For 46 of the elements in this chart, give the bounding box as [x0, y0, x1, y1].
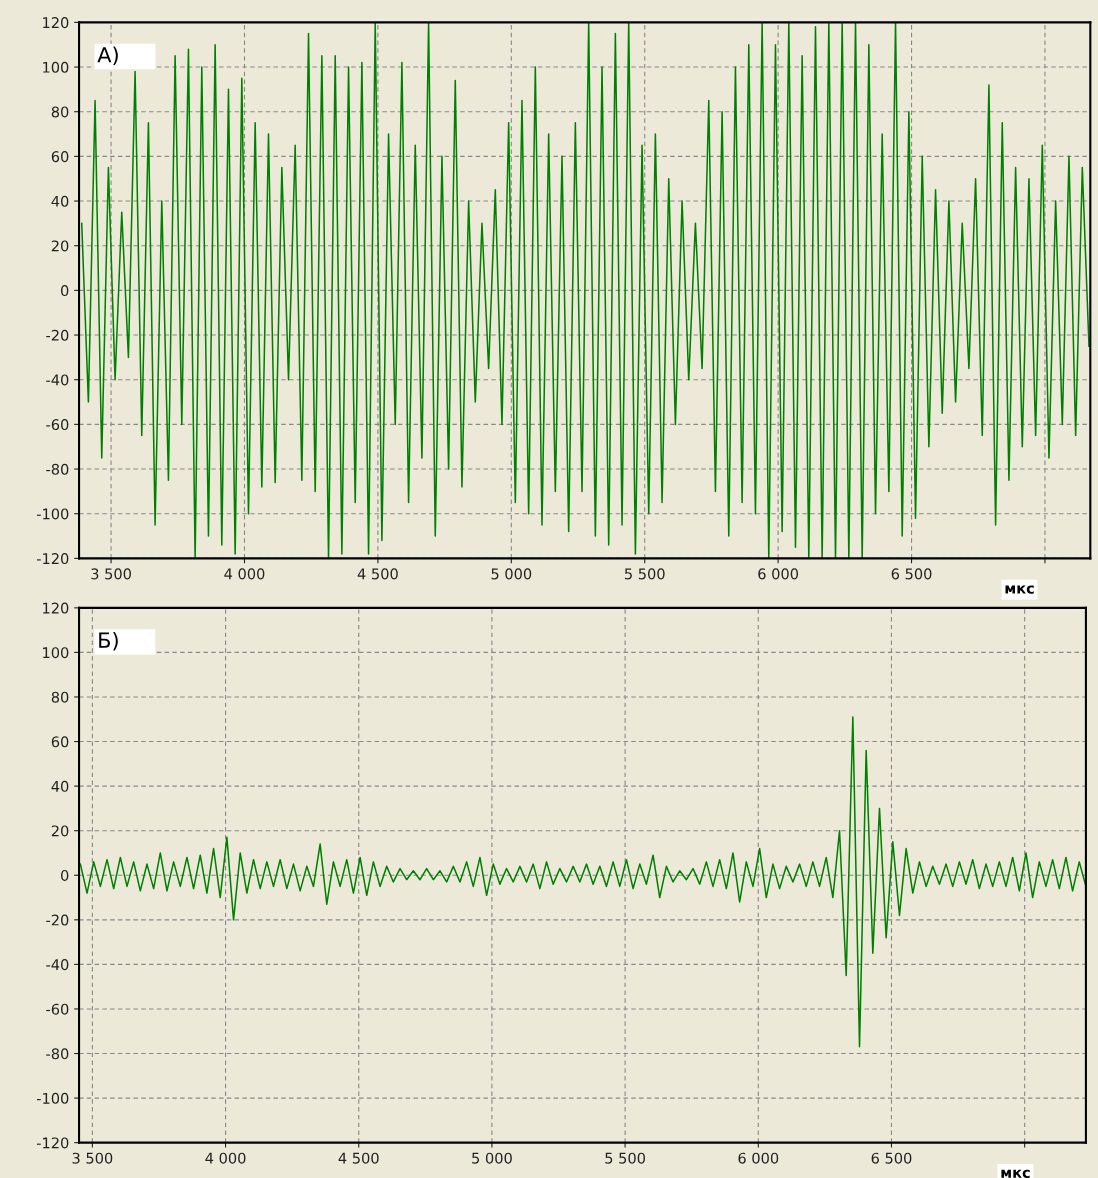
- x-tick-label: 3 500: [91, 568, 131, 580]
- y-tick-label: -60: [46, 419, 69, 431]
- y-tick-label: -120: [36, 553, 69, 565]
- x-tick-label: 5 000: [491, 568, 532, 580]
- y-tick-label: 40: [51, 780, 69, 792]
- y-tick-label: 120: [43, 602, 69, 614]
- annotation: А): [97, 46, 118, 66]
- y-tick-label: 100: [43, 61, 69, 73]
- y-tick-label: 60: [51, 736, 69, 748]
- x-tick-label: 6 000: [758, 568, 799, 580]
- y-tick-label: -120: [36, 1137, 69, 1149]
- y-tick-label: -60: [46, 1003, 69, 1015]
- line-series: [79, 716, 1086, 1048]
- y-tick-label: -80: [46, 463, 69, 475]
- y-tick-label: 80: [51, 106, 69, 118]
- y-tick-label: 0: [61, 285, 69, 297]
- x-tick-label: 5 500: [624, 568, 665, 580]
- x-tick-label: 4 000: [224, 568, 265, 580]
- x-tick-label: 4 500: [338, 1152, 379, 1164]
- x-tick-label: 6 000: [738, 1152, 779, 1164]
- annotation: Б): [99, 631, 118, 651]
- y-tick-label: -20: [46, 914, 69, 926]
- x-tick-label: 6 500: [891, 568, 932, 580]
- y-tick-label: -20: [46, 329, 69, 341]
- y-tick-label: -40: [46, 374, 69, 386]
- y-tick-label: 0: [61, 869, 69, 881]
- x-tick-label: 5 000: [472, 1152, 512, 1164]
- y-tick-label: 40: [51, 195, 69, 207]
- x-tick-label: 4 500: [357, 568, 398, 580]
- x-axis-title: мкс: [1005, 585, 1034, 594]
- x-tick-label: 3 500: [72, 1152, 113, 1164]
- y-tick-label: 20: [51, 825, 69, 837]
- y-tick-label: 20: [51, 240, 69, 252]
- x-tick-label: 4 000: [205, 1152, 246, 1164]
- y-tick-label: 100: [43, 647, 69, 659]
- x-axis-title: мкс: [1001, 1169, 1030, 1178]
- y-tick-label: -100: [36, 508, 69, 520]
- line-series: [80, 22, 1090, 559]
- y-tick-label: -100: [36, 1092, 69, 1104]
- y-tick-label: 120: [43, 17, 69, 29]
- y-tick-label: 60: [51, 151, 69, 163]
- x-tick-label: 6 500: [871, 1152, 912, 1164]
- y-tick-label: -80: [46, 1048, 69, 1060]
- x-tick-label: 5 500: [605, 1152, 646, 1164]
- y-tick-label: -40: [46, 959, 69, 971]
- y-tick-label: 80: [51, 691, 69, 703]
